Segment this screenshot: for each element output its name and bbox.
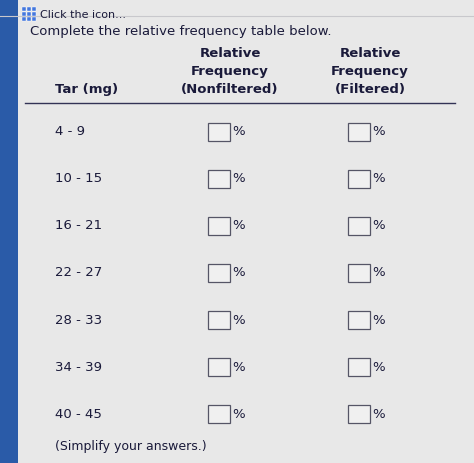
- Bar: [348, 311, 370, 329]
- Bar: [348, 406, 370, 424]
- Bar: [22, 17, 26, 21]
- Bar: [32, 7, 36, 11]
- Bar: [348, 123, 370, 141]
- Text: 40 - 45: 40 - 45: [55, 408, 102, 421]
- Text: %: %: [372, 361, 384, 374]
- Text: Frequency: Frequency: [331, 65, 409, 78]
- Bar: [27, 17, 31, 21]
- Text: %: %: [372, 408, 384, 421]
- Bar: [22, 12, 26, 16]
- Text: Click the icon...: Click the icon...: [40, 10, 126, 20]
- Text: %: %: [232, 361, 245, 374]
- Text: %: %: [372, 313, 384, 326]
- Text: (Filtered): (Filtered): [335, 83, 405, 96]
- Bar: [348, 264, 370, 282]
- Bar: [32, 17, 36, 21]
- Bar: [348, 170, 370, 188]
- Text: Relative: Relative: [199, 47, 261, 60]
- Bar: [22, 7, 26, 11]
- Bar: [348, 217, 370, 235]
- Text: %: %: [232, 313, 245, 326]
- Bar: [208, 264, 230, 282]
- Bar: [208, 358, 230, 376]
- Bar: [208, 311, 230, 329]
- Text: %: %: [232, 125, 245, 138]
- Bar: [208, 123, 230, 141]
- Text: %: %: [372, 219, 384, 232]
- Text: %: %: [372, 267, 384, 280]
- Bar: [208, 406, 230, 424]
- Text: %: %: [372, 172, 384, 185]
- Bar: [27, 12, 31, 16]
- Bar: [208, 217, 230, 235]
- Text: %: %: [232, 219, 245, 232]
- Text: Tar (mg): Tar (mg): [55, 83, 118, 96]
- Bar: [0, 0, 18, 463]
- Text: %: %: [232, 408, 245, 421]
- Text: 10 - 15: 10 - 15: [55, 172, 102, 185]
- Text: 16 - 21: 16 - 21: [55, 219, 102, 232]
- Text: (Nonfiltered): (Nonfiltered): [181, 83, 279, 96]
- Text: 4 - 9: 4 - 9: [55, 125, 85, 138]
- Text: %: %: [232, 172, 245, 185]
- Text: 22 - 27: 22 - 27: [55, 267, 102, 280]
- Text: 28 - 33: 28 - 33: [55, 313, 102, 326]
- Text: Complete the relative frequency table below.: Complete the relative frequency table be…: [30, 25, 331, 38]
- Text: 34 - 39: 34 - 39: [55, 361, 102, 374]
- Bar: [348, 358, 370, 376]
- Bar: [208, 170, 230, 188]
- Bar: [32, 12, 36, 16]
- Text: %: %: [232, 267, 245, 280]
- Text: %: %: [372, 125, 384, 138]
- Bar: [27, 7, 31, 11]
- Text: (Simplify your answers.): (Simplify your answers.): [55, 440, 207, 453]
- Text: Frequency: Frequency: [191, 65, 269, 78]
- Text: Relative: Relative: [339, 47, 401, 60]
